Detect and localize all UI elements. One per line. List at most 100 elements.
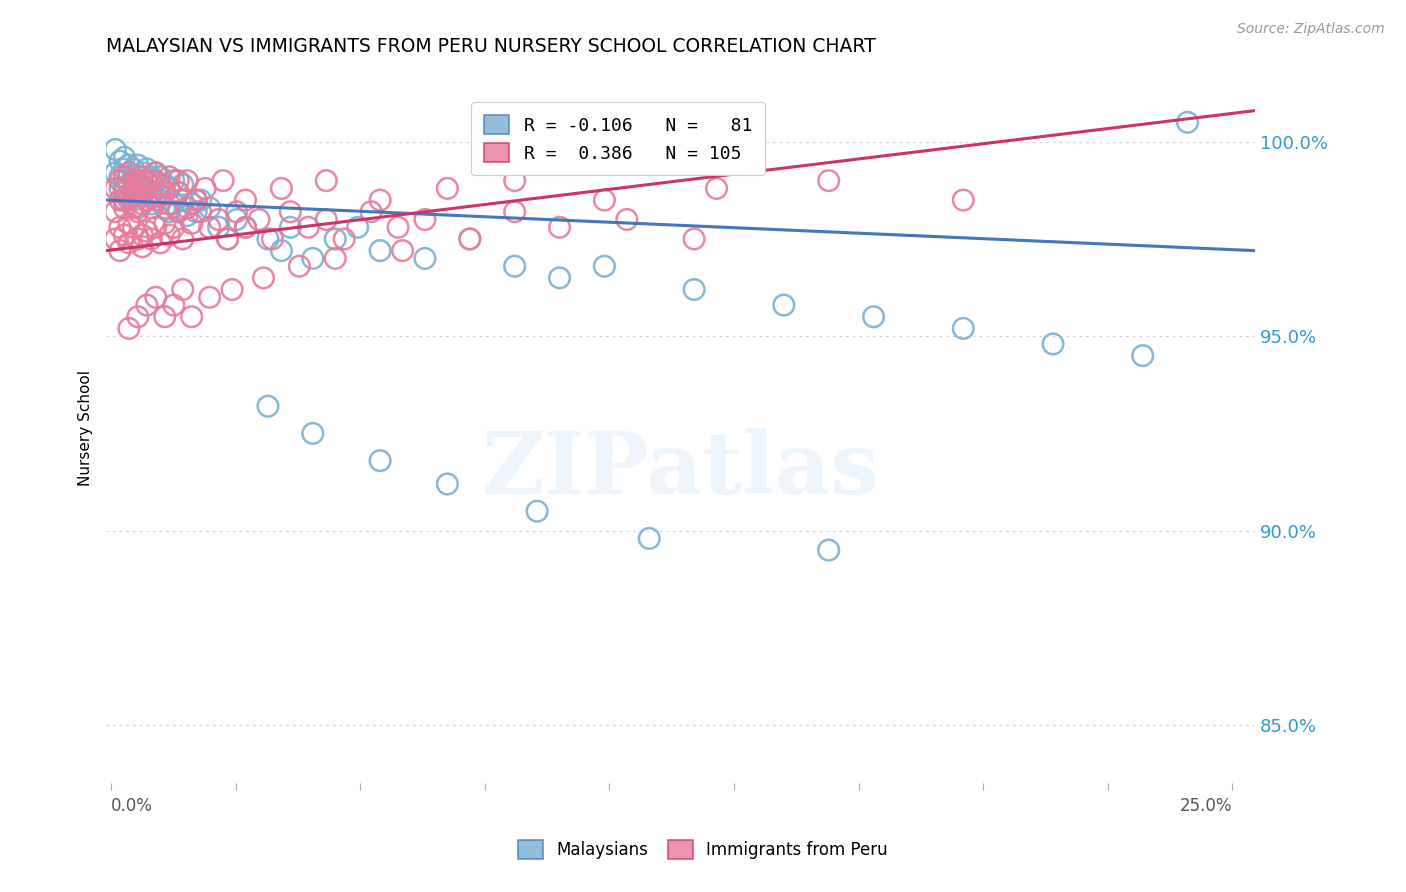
Point bbox=[172, 178, 194, 192]
Point bbox=[131, 197, 153, 211]
Point bbox=[346, 220, 368, 235]
Point bbox=[172, 193, 194, 207]
Point bbox=[127, 310, 149, 324]
Point bbox=[252, 271, 274, 285]
Point bbox=[167, 204, 190, 219]
Point bbox=[683, 232, 706, 246]
Point bbox=[247, 212, 270, 227]
Point bbox=[225, 212, 247, 227]
Point bbox=[217, 232, 239, 246]
Point bbox=[548, 271, 571, 285]
Point bbox=[145, 290, 167, 304]
Point bbox=[270, 244, 292, 258]
Point bbox=[149, 193, 172, 207]
Point bbox=[262, 232, 284, 246]
Point bbox=[862, 310, 884, 324]
Point bbox=[186, 204, 208, 219]
Point bbox=[167, 204, 190, 219]
Point bbox=[280, 204, 302, 219]
Point bbox=[503, 259, 526, 273]
Point bbox=[104, 166, 127, 180]
Point bbox=[145, 166, 167, 180]
Point bbox=[108, 193, 131, 207]
Point bbox=[167, 174, 190, 188]
Point bbox=[122, 220, 145, 235]
Point bbox=[235, 220, 257, 235]
Point bbox=[280, 220, 302, 235]
Point bbox=[135, 174, 157, 188]
Point bbox=[141, 197, 163, 211]
Point bbox=[127, 204, 149, 219]
Point bbox=[288, 259, 311, 273]
Point bbox=[458, 232, 481, 246]
Point bbox=[413, 252, 436, 266]
Point bbox=[112, 169, 135, 184]
Point bbox=[207, 220, 229, 235]
Point bbox=[368, 244, 391, 258]
Point bbox=[257, 232, 280, 246]
Point bbox=[212, 174, 235, 188]
Point bbox=[368, 193, 391, 207]
Point bbox=[436, 181, 458, 195]
Point bbox=[118, 193, 141, 207]
Point bbox=[176, 209, 198, 223]
Point bbox=[112, 161, 135, 176]
Point bbox=[190, 193, 212, 207]
Point bbox=[176, 201, 198, 215]
Point bbox=[141, 189, 163, 203]
Point bbox=[118, 235, 141, 250]
Point bbox=[141, 174, 163, 188]
Point bbox=[225, 204, 247, 219]
Point bbox=[301, 426, 323, 441]
Point bbox=[167, 186, 190, 200]
Point bbox=[593, 259, 616, 273]
Point bbox=[135, 193, 157, 207]
Point bbox=[638, 532, 661, 546]
Point bbox=[186, 193, 208, 207]
Point bbox=[157, 228, 180, 243]
Point bbox=[145, 166, 167, 180]
Point bbox=[167, 186, 190, 200]
Point bbox=[127, 232, 149, 246]
Point bbox=[323, 252, 346, 266]
Point bbox=[153, 216, 176, 230]
Point bbox=[131, 169, 153, 184]
Y-axis label: Nursery School: Nursery School bbox=[79, 369, 93, 485]
Point bbox=[145, 189, 167, 203]
Point bbox=[163, 174, 186, 188]
Point bbox=[235, 193, 257, 207]
Point bbox=[368, 453, 391, 467]
Point bbox=[118, 166, 141, 180]
Point bbox=[163, 220, 186, 235]
Legend: Malaysians, Immigrants from Peru: Malaysians, Immigrants from Peru bbox=[512, 834, 894, 866]
Point bbox=[122, 174, 145, 188]
Point bbox=[112, 193, 135, 207]
Point bbox=[118, 166, 141, 180]
Point bbox=[157, 169, 180, 184]
Point bbox=[593, 193, 616, 207]
Point bbox=[297, 220, 319, 235]
Point bbox=[180, 197, 202, 211]
Point bbox=[952, 193, 974, 207]
Point bbox=[127, 178, 149, 192]
Point bbox=[149, 235, 172, 250]
Point bbox=[127, 158, 149, 172]
Point bbox=[526, 504, 548, 518]
Point bbox=[186, 193, 208, 207]
Point bbox=[360, 204, 382, 219]
Point bbox=[135, 224, 157, 238]
Point bbox=[257, 399, 280, 413]
Point bbox=[706, 181, 728, 195]
Point bbox=[127, 201, 149, 215]
Point bbox=[122, 189, 145, 203]
Point bbox=[104, 204, 127, 219]
Point bbox=[153, 310, 176, 324]
Point bbox=[122, 181, 145, 195]
Point bbox=[112, 228, 135, 243]
Point bbox=[127, 174, 149, 188]
Point bbox=[135, 174, 157, 188]
Point bbox=[112, 193, 135, 207]
Point bbox=[198, 201, 221, 215]
Point bbox=[270, 181, 292, 195]
Point bbox=[413, 212, 436, 227]
